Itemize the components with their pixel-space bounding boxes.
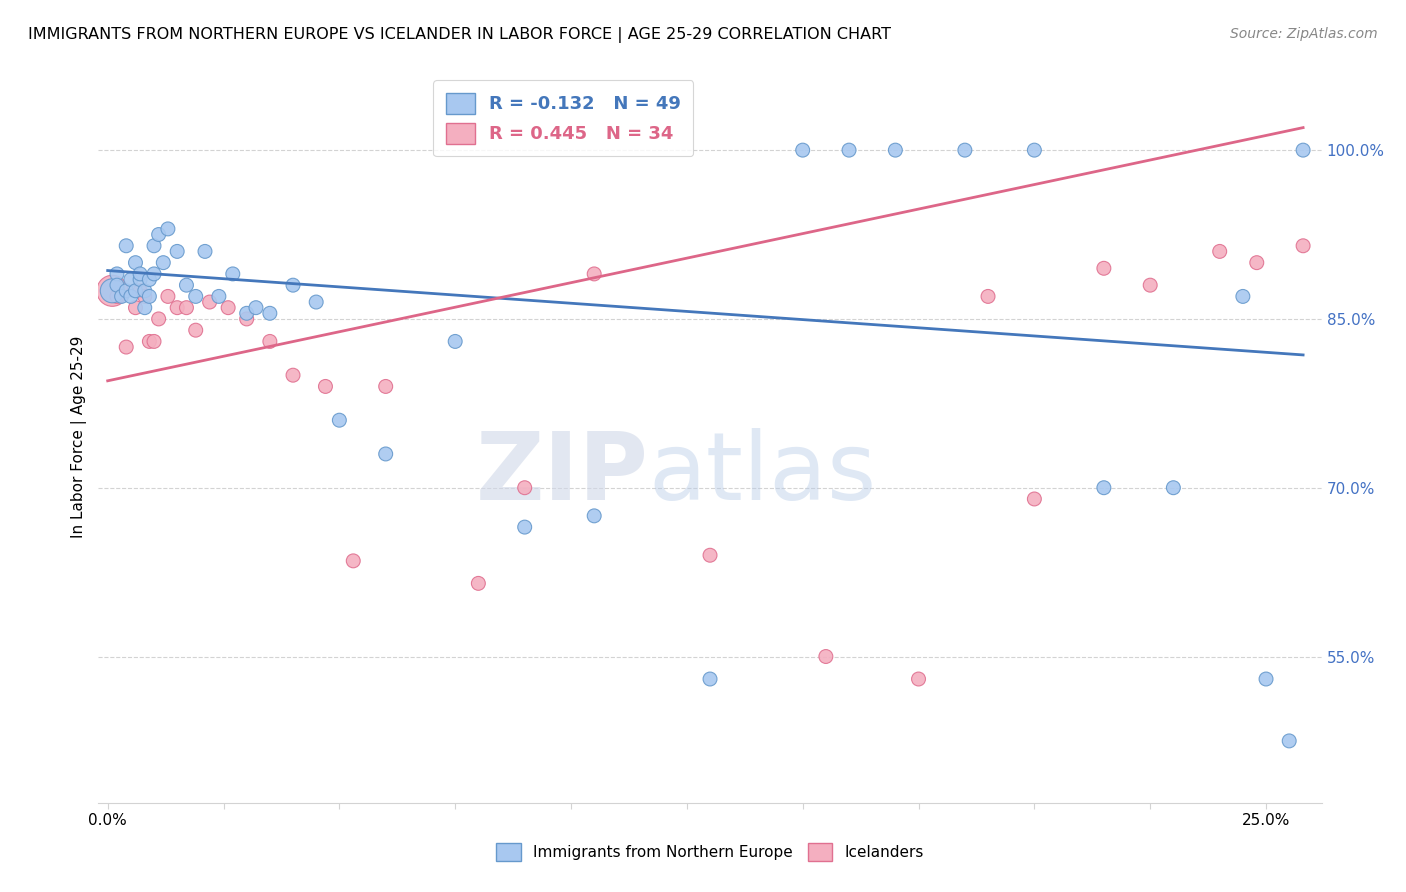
Point	[245, 301, 267, 315]
Point	[138, 334, 160, 349]
Point	[222, 267, 245, 281]
Point	[156, 289, 179, 303]
Point	[120, 272, 142, 286]
Point	[105, 267, 128, 281]
Point	[907, 672, 929, 686]
Point	[115, 284, 138, 298]
Point	[814, 649, 837, 664]
Point	[1292, 143, 1315, 157]
Point	[467, 576, 489, 591]
Point	[115, 340, 138, 354]
Point	[699, 548, 721, 562]
Point	[1246, 255, 1268, 269]
Point	[235, 306, 257, 320]
Point	[105, 278, 128, 293]
Point	[1278, 734, 1301, 748]
Point	[583, 267, 606, 281]
Text: IMMIGRANTS FROM NORTHERN EUROPE VS ICELANDER IN LABOR FORCE | AGE 25-29 CORRELAT: IMMIGRANTS FROM NORTHERN EUROPE VS ICELA…	[28, 27, 891, 43]
Point	[143, 239, 166, 253]
Point	[208, 289, 231, 303]
Point	[513, 481, 536, 495]
Point	[124, 301, 146, 315]
Point	[194, 244, 217, 259]
Point	[184, 289, 207, 303]
Point	[583, 508, 606, 523]
Point	[374, 447, 396, 461]
Point	[120, 289, 142, 303]
Y-axis label: In Labor Force | Age 25-29: In Labor Force | Age 25-29	[72, 336, 87, 538]
Point	[281, 278, 304, 293]
Point	[977, 289, 1000, 303]
Text: Source: ZipAtlas.com: Source: ZipAtlas.com	[1230, 27, 1378, 41]
Point	[105, 289, 128, 303]
Text: ZIP: ZIP	[477, 427, 648, 520]
Point	[198, 295, 221, 310]
Point	[838, 143, 860, 157]
Point	[129, 272, 152, 286]
Point	[1024, 491, 1046, 506]
Point	[138, 272, 160, 286]
Legend: Immigrants from Northern Europe, Icelanders: Immigrants from Northern Europe, Iceland…	[488, 836, 932, 868]
Point	[792, 143, 814, 157]
Point	[513, 520, 536, 534]
Point	[953, 143, 976, 157]
Text: atlas: atlas	[648, 427, 877, 520]
Point	[259, 306, 281, 320]
Point	[124, 284, 146, 298]
Point	[134, 301, 156, 315]
Point	[148, 227, 170, 242]
Point	[699, 672, 721, 686]
Point	[101, 284, 124, 298]
Point	[152, 255, 174, 269]
Point	[184, 323, 207, 337]
Point	[143, 267, 166, 281]
Point	[176, 301, 198, 315]
Point	[1163, 481, 1185, 495]
Point	[166, 301, 188, 315]
Point	[281, 368, 304, 383]
Point	[134, 284, 156, 298]
Point	[217, 301, 239, 315]
Point	[235, 312, 257, 326]
Point	[176, 278, 198, 293]
Point	[1024, 143, 1046, 157]
Point	[1092, 261, 1115, 276]
Point	[259, 334, 281, 349]
Point	[129, 284, 152, 298]
Point	[1232, 289, 1254, 303]
Point	[1254, 672, 1277, 686]
Point	[1292, 239, 1315, 253]
Point	[1139, 278, 1161, 293]
Point	[148, 312, 170, 326]
Point	[314, 379, 336, 393]
Point	[374, 379, 396, 393]
Point	[342, 554, 364, 568]
Point	[115, 239, 138, 253]
Point	[124, 255, 146, 269]
Point	[444, 334, 467, 349]
Point	[884, 143, 907, 157]
Point	[138, 289, 160, 303]
Point	[129, 267, 152, 281]
Point	[156, 222, 179, 236]
Point	[1208, 244, 1230, 259]
Point	[143, 334, 166, 349]
Point	[1092, 481, 1115, 495]
Point	[134, 289, 156, 303]
Point	[328, 413, 350, 427]
Point	[101, 284, 124, 298]
Point	[305, 295, 328, 310]
Point	[110, 289, 132, 303]
Point	[166, 244, 188, 259]
